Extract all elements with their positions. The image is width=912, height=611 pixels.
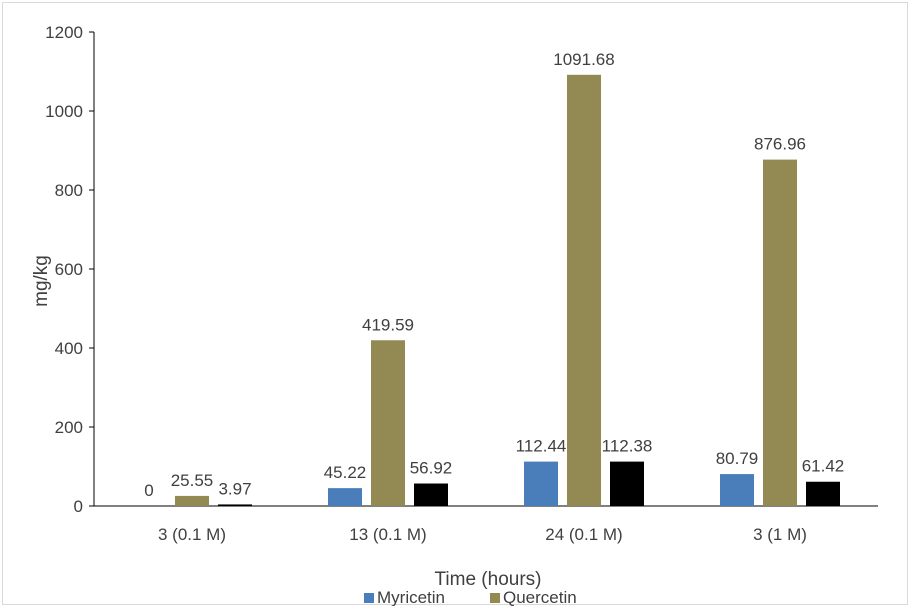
data-label: 876.96 [754, 135, 806, 154]
data-label: 0 [144, 481, 153, 500]
x-axis: 3 (0.1 M) 13 (0.1 M) 24 (0.1 M) 3 (1 M) [94, 505, 878, 544]
bar [175, 495, 209, 506]
legend-swatch [364, 593, 374, 603]
bar [610, 461, 644, 506]
bar [328, 488, 362, 506]
y-tick-label: 1000 [45, 102, 83, 121]
data-label: 112.38 [602, 437, 653, 456]
y-tick-label: 1200 [45, 23, 83, 42]
y-tick-label: 800 [55, 181, 83, 200]
x-tick-label: 13 (0.1 M) [349, 525, 426, 544]
legend-label: Myricetin [377, 588, 445, 606]
data-label: 3.97 [218, 479, 251, 498]
legend-swatch [490, 593, 500, 603]
data-label: 25.55 [171, 471, 214, 490]
bar-chart: 0 200 400 600 800 1000 1200 3 (0.1 M) 13 (0.1 M… [31, 23, 878, 607]
x-tick-label: 3 (0.1 M) [158, 525, 226, 544]
legend-label: Quercetin [503, 588, 577, 606]
y-tick-label: 200 [55, 418, 83, 437]
bar [806, 481, 840, 506]
bar [763, 159, 797, 506]
x-tick-label: 24 (0.1 M) [545, 525, 622, 544]
data-label: 80.79 [716, 449, 759, 468]
x-axis-title: Time (hours) [435, 569, 542, 590]
data-label: 56.92 [410, 459, 453, 478]
bars [175, 74, 840, 506]
legend: Myricetin Quercetin [364, 588, 577, 607]
bar [218, 504, 252, 506]
data-label: 419.59 [362, 315, 414, 334]
data-labels: 0 25.55 3.97 45.22 419.59 56.92 112.44 1091.68 1… [144, 50, 844, 500]
y-axis: 0 200 400 600 800 1000 1200 [45, 23, 95, 516]
data-label: 1091.68 [553, 50, 614, 69]
x-tick-label: 3 (1 M) [753, 525, 807, 544]
bar [524, 461, 558, 506]
bar [371, 340, 405, 506]
bar [567, 74, 601, 506]
data-label: 61.42 [802, 457, 845, 476]
data-label: 112.44 [516, 437, 567, 456]
bar [720, 474, 754, 506]
y-axis-title: mg/kg [31, 255, 52, 307]
y-tick-label: 600 [55, 260, 83, 279]
data-label: 45.22 [324, 463, 367, 482]
y-tick-label: 0 [74, 497, 83, 516]
y-tick-label: 400 [55, 339, 83, 358]
bar [414, 483, 448, 506]
